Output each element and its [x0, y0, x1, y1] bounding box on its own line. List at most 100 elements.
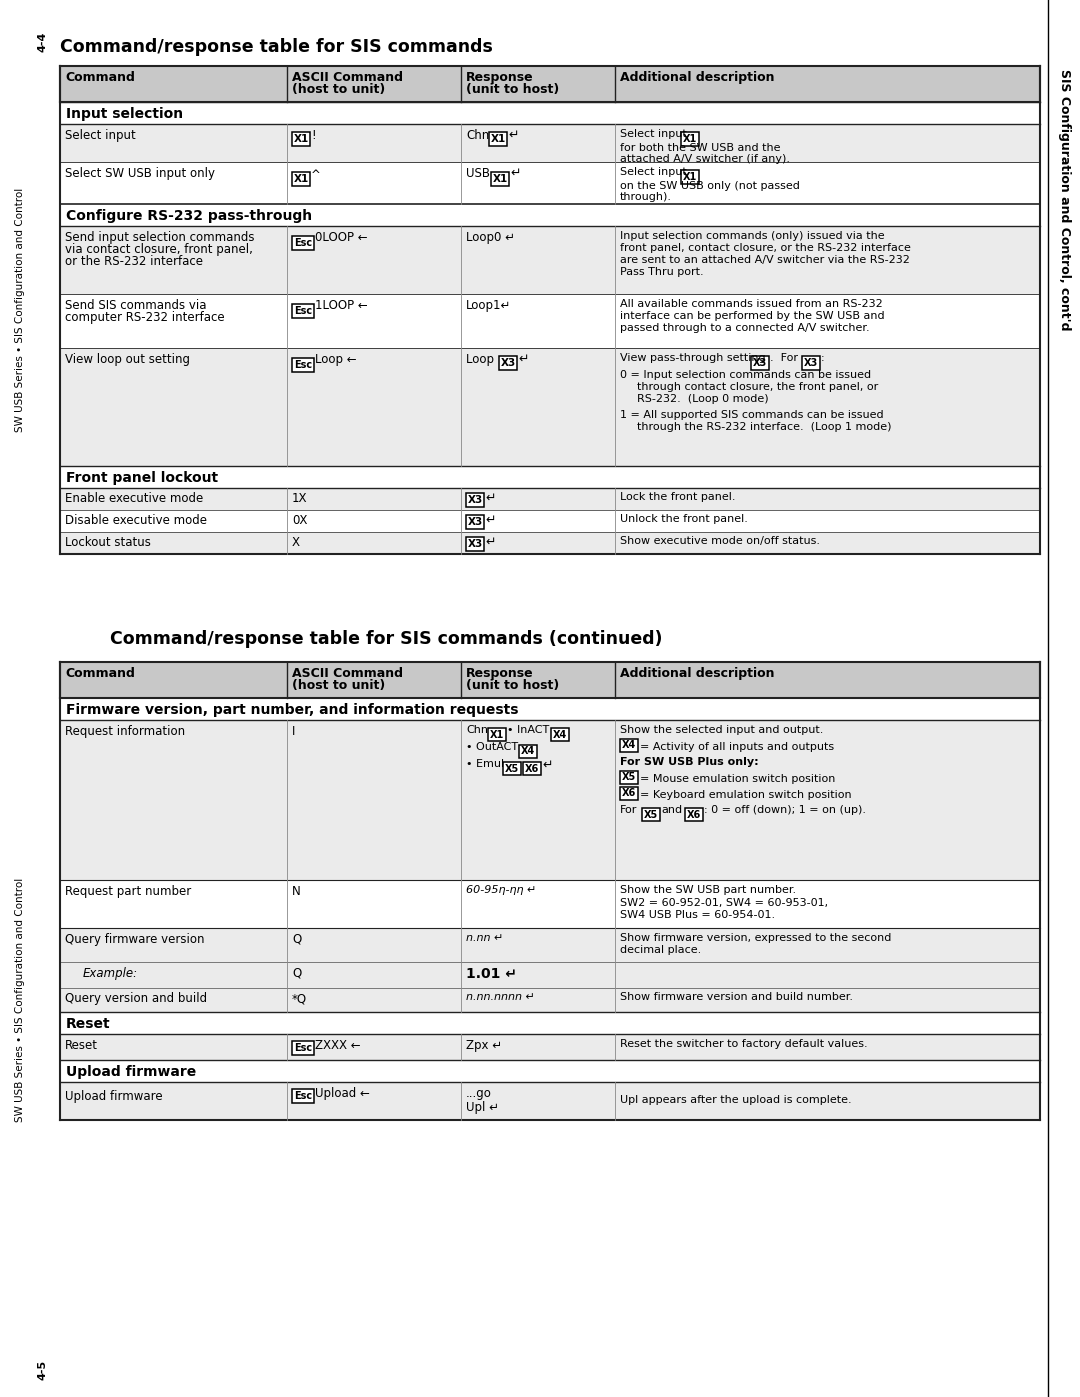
Text: Front panel lockout: Front panel lockout	[66, 471, 218, 485]
Text: through the RS-232 interface.  (Loop 1 mode): through the RS-232 interface. (Loop 1 mo…	[637, 422, 891, 432]
Text: Q: Q	[292, 933, 301, 946]
Text: X1: X1	[683, 134, 697, 144]
Text: SIS Configuration and Control, cont'd: SIS Configuration and Control, cont'd	[1057, 70, 1070, 331]
Text: ↵: ↵	[510, 168, 521, 180]
Bar	[60, 532, 1040, 555]
Text: Additional description: Additional description	[620, 71, 774, 84]
Text: X1: X1	[492, 175, 508, 184]
Text: For: For	[620, 805, 637, 814]
Text: RS-232.  (Loop 0 mode): RS-232. (Loop 0 mode)	[637, 394, 769, 404]
Text: Show the selected input and output.: Show the selected input and output.	[620, 725, 823, 735]
Bar	[60, 66, 1040, 102]
Text: (host to unit): (host to unit)	[292, 679, 386, 692]
Text: Query firmware version: Query firmware version	[65, 933, 204, 946]
Bar	[681, 170, 699, 184]
Text: are sent to an attached A/V switcher via the RS-232: are sent to an attached A/V switcher via…	[620, 256, 909, 265]
Text: 0 = Input selection commands can be issued: 0 = Input selection commands can be issu…	[620, 370, 872, 380]
Bar	[292, 305, 314, 319]
Bar	[685, 807, 703, 821]
Text: ...go: ...go	[465, 1087, 491, 1099]
Bar	[60, 988, 1040, 1011]
Text: Select input: Select input	[620, 168, 687, 177]
Text: (unit to host): (unit to host)	[465, 82, 559, 96]
Text: and: and	[661, 805, 683, 814]
Text: Esc: Esc	[294, 1044, 312, 1053]
Bar	[465, 493, 484, 507]
Bar	[642, 807, 660, 821]
Text: Lock the front panel.: Lock the front panel.	[620, 492, 735, 502]
Text: 1LOOP ←: 1LOOP ←	[315, 299, 368, 312]
Text: Additional description: Additional description	[620, 666, 774, 680]
Text: Upload firmware: Upload firmware	[66, 1065, 197, 1078]
Bar	[60, 1083, 1040, 1120]
Text: Show firmware version and build number.: Show firmware version and build number.	[620, 992, 853, 1002]
Bar	[60, 719, 1040, 880]
Text: Upl ↵: Upl ↵	[465, 1101, 499, 1113]
Text: Loop ←: Loop ←	[315, 353, 356, 366]
Text: X3: X3	[468, 517, 483, 527]
Text: interface can be performed by the SW USB and: interface can be performed by the SW USB…	[620, 312, 885, 321]
Bar	[551, 728, 569, 740]
Bar	[60, 1034, 1040, 1060]
Text: Chn: Chn	[465, 129, 489, 142]
Text: computer RS-232 interface: computer RS-232 interface	[65, 312, 225, 324]
Text: *Q: *Q	[292, 992, 307, 1004]
Bar	[60, 124, 1040, 162]
Text: Reset: Reset	[65, 1039, 98, 1052]
Text: Lockout status: Lockout status	[65, 536, 151, 549]
Bar	[519, 745, 537, 759]
Text: 60-95η-ηη ↵: 60-95η-ηη ↵	[465, 886, 537, 895]
Text: Command/response table for SIS commands (continued): Command/response table for SIS commands …	[110, 630, 662, 648]
Text: attached A/V switcher (if any).: attached A/V switcher (if any).	[620, 154, 789, 163]
Text: Configure RS-232 pass-through: Configure RS-232 pass-through	[66, 210, 312, 224]
Text: X5: X5	[504, 764, 519, 774]
Text: (host to unit): (host to unit)	[292, 82, 386, 96]
Text: Upl appears after the upload is complete.: Upl appears after the upload is complete…	[620, 1095, 852, 1105]
Text: Send input selection commands: Send input selection commands	[65, 231, 255, 244]
Text: Show firmware version, expressed to the second: Show firmware version, expressed to the …	[620, 933, 891, 943]
Text: through contact closure, the front panel, or: through contact closure, the front panel…	[637, 381, 878, 393]
Text: Query version and build: Query version and build	[65, 992, 207, 1004]
Text: Esc: Esc	[294, 306, 312, 316]
Bar	[60, 1011, 1040, 1034]
Text: through).: through).	[620, 191, 672, 203]
Text: X5: X5	[622, 773, 636, 782]
Text: :: :	[821, 353, 825, 363]
Text: X4: X4	[521, 746, 535, 757]
Text: Show the SW USB part number.: Show the SW USB part number.	[620, 886, 796, 895]
Bar	[802, 356, 820, 370]
Text: Unlock the front panel.: Unlock the front panel.	[620, 514, 747, 524]
Text: : 0 = off (down); 1 = on (up).: : 0 = off (down); 1 = on (up).	[704, 805, 866, 814]
Bar	[620, 771, 638, 784]
Text: 0X: 0X	[292, 514, 308, 527]
Text: View pass-through setting: View pass-through setting	[620, 353, 766, 363]
Bar	[292, 1041, 314, 1055]
Bar	[60, 204, 1040, 226]
Text: Input selection commands (only) issued via the: Input selection commands (only) issued v…	[620, 231, 885, 242]
Text: Request part number: Request part number	[65, 886, 191, 898]
Text: n.nn.nnnn ↵: n.nn.nnnn ↵	[465, 992, 535, 1002]
Bar	[60, 510, 1040, 532]
Text: ZXXX ←: ZXXX ←	[315, 1039, 361, 1052]
Text: 1 = All supported SIS commands can be issued: 1 = All supported SIS commands can be is…	[620, 409, 883, 420]
Text: ↵: ↵	[485, 492, 496, 504]
Text: Firmware version, part number, and information requests: Firmware version, part number, and infor…	[66, 703, 518, 717]
Bar	[620, 739, 638, 752]
Text: (unit to host): (unit to host)	[465, 679, 559, 692]
Bar	[60, 662, 1040, 698]
Bar	[620, 787, 638, 800]
Text: X1: X1	[294, 175, 309, 184]
Text: 1.01 ↵: 1.01 ↵	[465, 967, 517, 981]
Bar	[292, 236, 314, 250]
Text: X3: X3	[500, 358, 515, 367]
Text: USB: USB	[465, 168, 490, 180]
Text: Command: Command	[65, 666, 135, 680]
Text: Q: Q	[292, 967, 301, 981]
Text: Esc: Esc	[294, 360, 312, 370]
Text: via contact closure, front panel,: via contact closure, front panel,	[65, 243, 253, 256]
Bar	[681, 131, 699, 147]
Text: Input selection: Input selection	[66, 108, 184, 122]
Text: = Activity of all inputs and outputs: = Activity of all inputs and outputs	[640, 742, 834, 752]
Text: X1: X1	[490, 134, 505, 144]
Text: X4: X4	[622, 740, 636, 750]
